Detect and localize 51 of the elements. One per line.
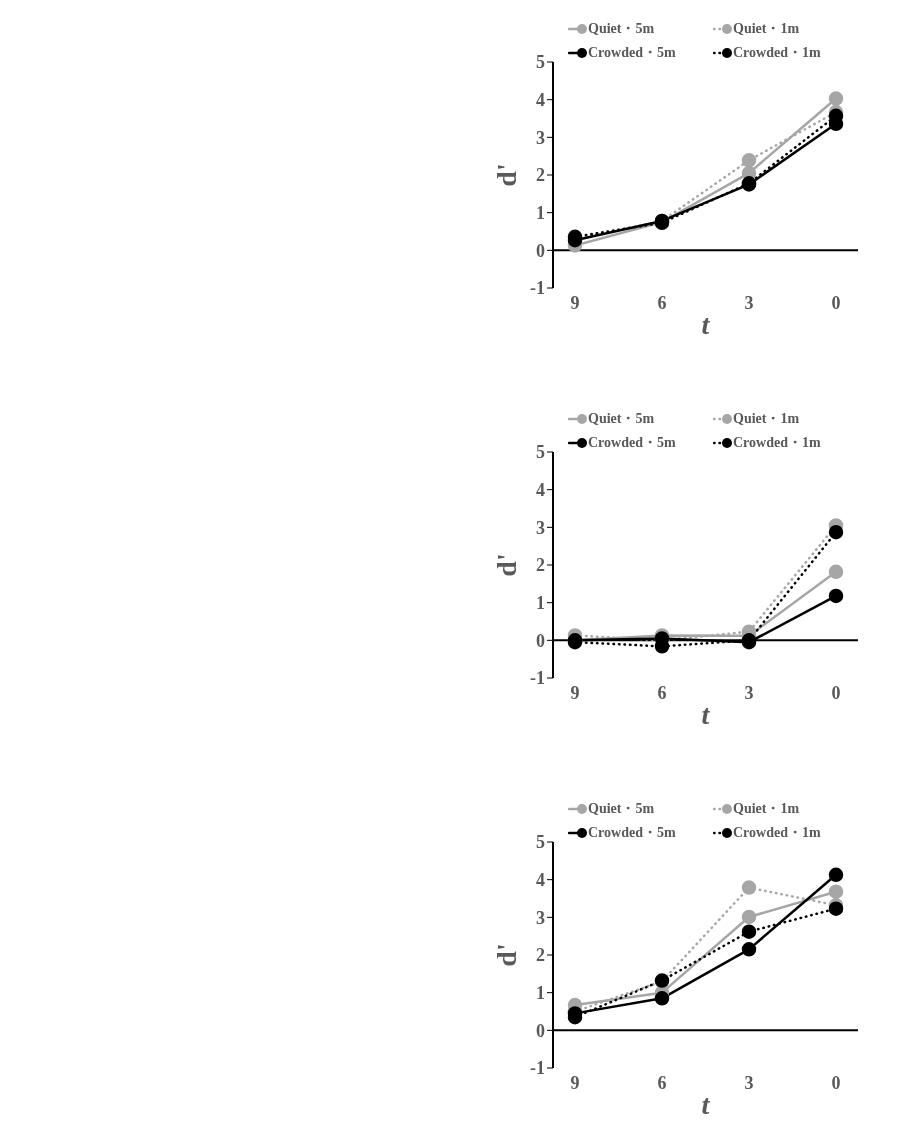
y-tick-label: 1 bbox=[536, 203, 545, 224]
y-tick-label: -1 bbox=[530, 1058, 545, 1079]
y-tick-label: -1 bbox=[530, 668, 545, 689]
legend-label: Quiet・1m bbox=[733, 800, 800, 818]
x-tick-label: 9 bbox=[570, 1072, 580, 1093]
y-tick-label: 3 bbox=[536, 517, 545, 538]
legend-label: Crowded・1m bbox=[733, 434, 821, 452]
y-axis-title: d' bbox=[490, 553, 522, 577]
x-axis-title: t bbox=[701, 699, 711, 730]
y-tick-label: 3 bbox=[536, 907, 545, 928]
legend-label: Crowded・5m bbox=[588, 434, 676, 452]
legend-label: Quiet・5m bbox=[588, 20, 655, 38]
y-tick-label: -1 bbox=[530, 278, 545, 299]
y-axis-title: d' bbox=[490, 163, 522, 187]
x-tick-label: 6 bbox=[657, 292, 667, 313]
y-tick-label: 5 bbox=[536, 442, 545, 463]
legend-label: Quiet・5m bbox=[588, 410, 655, 428]
x-tick-label: 0 bbox=[831, 682, 841, 703]
y-tick-label: 4 bbox=[536, 90, 545, 111]
x-tick-label: 0 bbox=[831, 1072, 841, 1093]
y-tick-label: 5 bbox=[536, 52, 545, 73]
y-tick-label: 0 bbox=[536, 1020, 545, 1041]
y-tick-label: 4 bbox=[536, 480, 545, 501]
y-tick-label: 0 bbox=[536, 240, 545, 261]
y-tick-label: 2 bbox=[536, 945, 545, 966]
legend-label: Quiet・1m bbox=[733, 410, 800, 428]
legend-label: Quiet・1m bbox=[733, 20, 800, 38]
x-tick-label: 9 bbox=[570, 292, 580, 313]
y-tick-label: 4 bbox=[536, 870, 545, 891]
y-tick-label: 2 bbox=[536, 555, 545, 576]
y-tick-label: 5 bbox=[536, 832, 545, 853]
legend-label: Crowded・5m bbox=[588, 824, 676, 842]
y-tick-label: 1 bbox=[536, 593, 545, 614]
x-axis-title: t bbox=[701, 309, 711, 340]
x-tick-label: 3 bbox=[744, 1072, 754, 1093]
x-axis-title: t bbox=[701, 1089, 711, 1120]
legend-label: Crowded・1m bbox=[733, 824, 821, 842]
y-tick-label: 2 bbox=[536, 165, 545, 186]
y-tick-label: 3 bbox=[536, 127, 545, 148]
x-tick-label: 6 bbox=[657, 1072, 667, 1093]
x-tick-label: 0 bbox=[831, 292, 841, 313]
x-tick-label: 3 bbox=[744, 682, 754, 703]
x-tick-label: 3 bbox=[744, 292, 754, 313]
x-tick-label: 6 bbox=[657, 682, 667, 703]
y-tick-label: 0 bbox=[536, 630, 545, 651]
y-axis-title: d' bbox=[490, 943, 522, 967]
legend-label: Quiet・5m bbox=[588, 800, 655, 818]
x-tick-label: 9 bbox=[570, 682, 580, 703]
legend-label: Crowded・5m bbox=[588, 44, 676, 62]
legend-label: Crowded・1m bbox=[733, 44, 821, 62]
y-tick-label: 1 bbox=[536, 983, 545, 1004]
